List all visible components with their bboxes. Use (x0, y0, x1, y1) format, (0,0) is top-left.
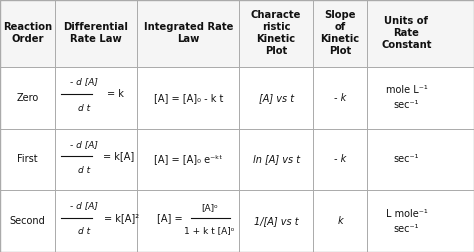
Text: [A] = [A]₀ - k t: [A] = [A]₀ - k t (154, 93, 223, 103)
Text: Second: Second (9, 216, 45, 226)
Text: Reaction
Order: Reaction Order (3, 22, 52, 44)
Text: - d [A]: - d [A] (70, 202, 98, 210)
Text: Slope
of
Kinetic
Plot: Slope of Kinetic Plot (320, 10, 360, 56)
Text: Integrated Rate
Law: Integrated Rate Law (144, 22, 233, 44)
Text: sec⁻¹: sec⁻¹ (394, 224, 419, 234)
Text: Zero: Zero (16, 93, 38, 103)
Text: Differential
Rate Law: Differential Rate Law (64, 22, 128, 44)
Text: - d [A]: - d [A] (70, 77, 98, 86)
Text: - k: - k (334, 154, 346, 164)
Text: Characte
ristic
Kinetic
Plot: Characte ristic Kinetic Plot (251, 10, 301, 56)
Text: d t: d t (78, 166, 90, 175)
Text: [A] =: [A] = (156, 213, 182, 223)
Text: Units of
Rate
Constant: Units of Rate Constant (381, 16, 432, 50)
Text: = k[A]: = k[A] (103, 151, 134, 161)
Text: [A] vs t: [A] vs t (258, 93, 294, 103)
Text: sec⁻¹: sec⁻¹ (394, 100, 419, 110)
Text: 1/[A] vs t: 1/[A] vs t (254, 216, 299, 226)
Text: k: k (337, 216, 343, 226)
Text: [A] = [A]₀ e⁻ᵏᵗ: [A] = [A]₀ e⁻ᵏᵗ (154, 154, 223, 164)
Text: d t: d t (78, 104, 90, 113)
Text: [A]ᵒ: [A]ᵒ (201, 203, 218, 212)
Text: sec⁻¹: sec⁻¹ (394, 154, 419, 164)
Text: - k: - k (334, 93, 346, 103)
Text: 1 + k t [A]ᵒ: 1 + k t [A]ᵒ (184, 226, 235, 235)
Text: d t: d t (78, 228, 90, 236)
Text: First: First (17, 154, 37, 164)
Text: = k[A]²: = k[A]² (103, 213, 139, 223)
Text: ln [A] vs t: ln [A] vs t (253, 154, 300, 164)
Text: L mole⁻¹: L mole⁻¹ (385, 209, 428, 218)
Text: mole L⁻¹: mole L⁻¹ (385, 85, 428, 95)
Bar (0, 0, 474, 67)
Text: = k: = k (107, 89, 123, 99)
Text: - d [A]: - d [A] (70, 140, 98, 149)
